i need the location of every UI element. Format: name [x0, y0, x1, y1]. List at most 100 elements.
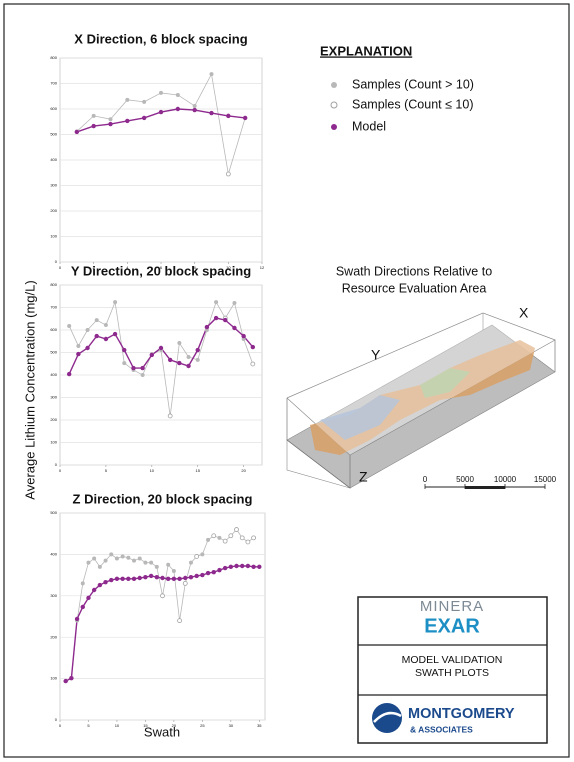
sample-point: [245, 539, 251, 545]
model-point: [205, 570, 211, 576]
model-point: [167, 357, 173, 363]
sample-point: [167, 413, 173, 419]
model-point: [217, 567, 222, 573]
model-point: [175, 106, 181, 112]
sample-point: [251, 535, 257, 541]
sample-point: [113, 300, 118, 305]
page-border: [3, 3, 570, 758]
model-point: [240, 563, 245, 569]
model-point: [194, 573, 199, 579]
legend-label: Samples (Count ≤ 10): [352, 97, 474, 111]
x-tick-label: 20: [241, 468, 246, 473]
diagram-x-label: X: [519, 305, 529, 321]
model-point: [226, 113, 231, 119]
y-tick-label: 0: [55, 717, 58, 722]
model-point: [80, 604, 85, 610]
sample-point: [80, 581, 85, 586]
model-point: [114, 576, 120, 582]
firm-sub: & ASSOCIATES: [410, 724, 473, 734]
y-tick-label: 0: [55, 462, 58, 467]
model-point: [250, 344, 256, 350]
model-point: [69, 675, 74, 681]
model-point: [160, 575, 165, 581]
x-tick-label: 4: [126, 265, 129, 270]
sample-point: [192, 103, 197, 108]
sample-point: [182, 580, 188, 586]
model-point: [223, 317, 228, 323]
sample-point: [160, 593, 165, 599]
sample-point: [159, 90, 163, 95]
model-point: [158, 345, 164, 351]
model-point: [148, 573, 154, 579]
sample-point: [76, 343, 81, 348]
scale-label: 10000: [494, 475, 517, 484]
samples-line: [65, 528, 254, 682]
y-tick-label: 200: [50, 417, 57, 422]
sample-point: [222, 538, 228, 544]
sample-point: [166, 562, 171, 567]
model-point: [112, 331, 118, 337]
y-tick-label: 0: [55, 259, 58, 264]
y-tick-label: 500: [50, 350, 57, 355]
x-tick-label: 10: [115, 723, 120, 728]
diagram-title: Resource Evaluation Area: [342, 281, 487, 295]
model-point: [149, 352, 155, 358]
model-point: [109, 577, 114, 583]
sample-point: [228, 533, 234, 539]
sample-point: [109, 552, 114, 557]
model-point: [154, 574, 160, 580]
model-point: [122, 347, 127, 353]
model-point: [131, 576, 137, 582]
model-point: [74, 129, 80, 135]
y-tick-label: 500: [50, 132, 57, 137]
sample-point: [140, 373, 145, 377]
sample-point: [92, 556, 97, 561]
model-point: [85, 345, 90, 351]
sample-point: [132, 558, 137, 563]
title-line: MODEL VALIDATION: [402, 654, 503, 666]
diagram-title: Swath Directions Relative to: [336, 264, 492, 278]
sample-point: [149, 560, 154, 565]
title-line: SWATH PLOTS: [415, 667, 489, 679]
model-point: [66, 371, 72, 377]
model-point: [195, 347, 200, 353]
legend-label: Model: [352, 119, 386, 133]
y-tick-label: 100: [50, 440, 57, 445]
scale-label: 0: [423, 475, 428, 484]
legend-marker: [331, 124, 337, 130]
sample-point: [225, 171, 231, 177]
model-point: [234, 563, 239, 569]
scale-bar: 0 5000 10000 15000: [423, 475, 557, 489]
sample-point: [67, 323, 72, 328]
y-tick-label: 300: [50, 593, 57, 598]
y-tick-label: 400: [50, 372, 57, 377]
x-tick-label: 6: [160, 265, 163, 270]
x-tick-label: 5: [105, 468, 108, 473]
model-point: [257, 564, 262, 570]
y-tick-label: 200: [50, 208, 57, 213]
model-point: [222, 565, 228, 571]
x-tick-label: 10: [226, 265, 231, 270]
x-tick-label: 12: [260, 265, 265, 270]
sample-point: [211, 533, 217, 539]
y-tick-label: 200: [50, 634, 57, 639]
sample-point: [108, 117, 113, 122]
y-tick-label: 100: [50, 676, 57, 681]
legend-marker: [331, 82, 337, 88]
x-tick-label: 25: [200, 723, 205, 728]
y-tick-label: 400: [50, 551, 57, 556]
x-tick-label: 8: [194, 265, 197, 270]
firm-name: MONTGOMERY: [408, 706, 515, 722]
model-point: [204, 324, 210, 330]
sample-point: [125, 97, 130, 102]
x-tick-label: 0: [59, 265, 62, 270]
sample-point: [214, 300, 219, 305]
model-point: [94, 333, 99, 339]
model-point: [228, 564, 234, 570]
sample-point: [239, 535, 245, 541]
sample-point: [171, 568, 176, 573]
sample-point: [186, 355, 191, 359]
sample-point: [85, 328, 90, 332]
model-point: [200, 572, 205, 578]
logo-top: MINERA: [420, 598, 484, 615]
